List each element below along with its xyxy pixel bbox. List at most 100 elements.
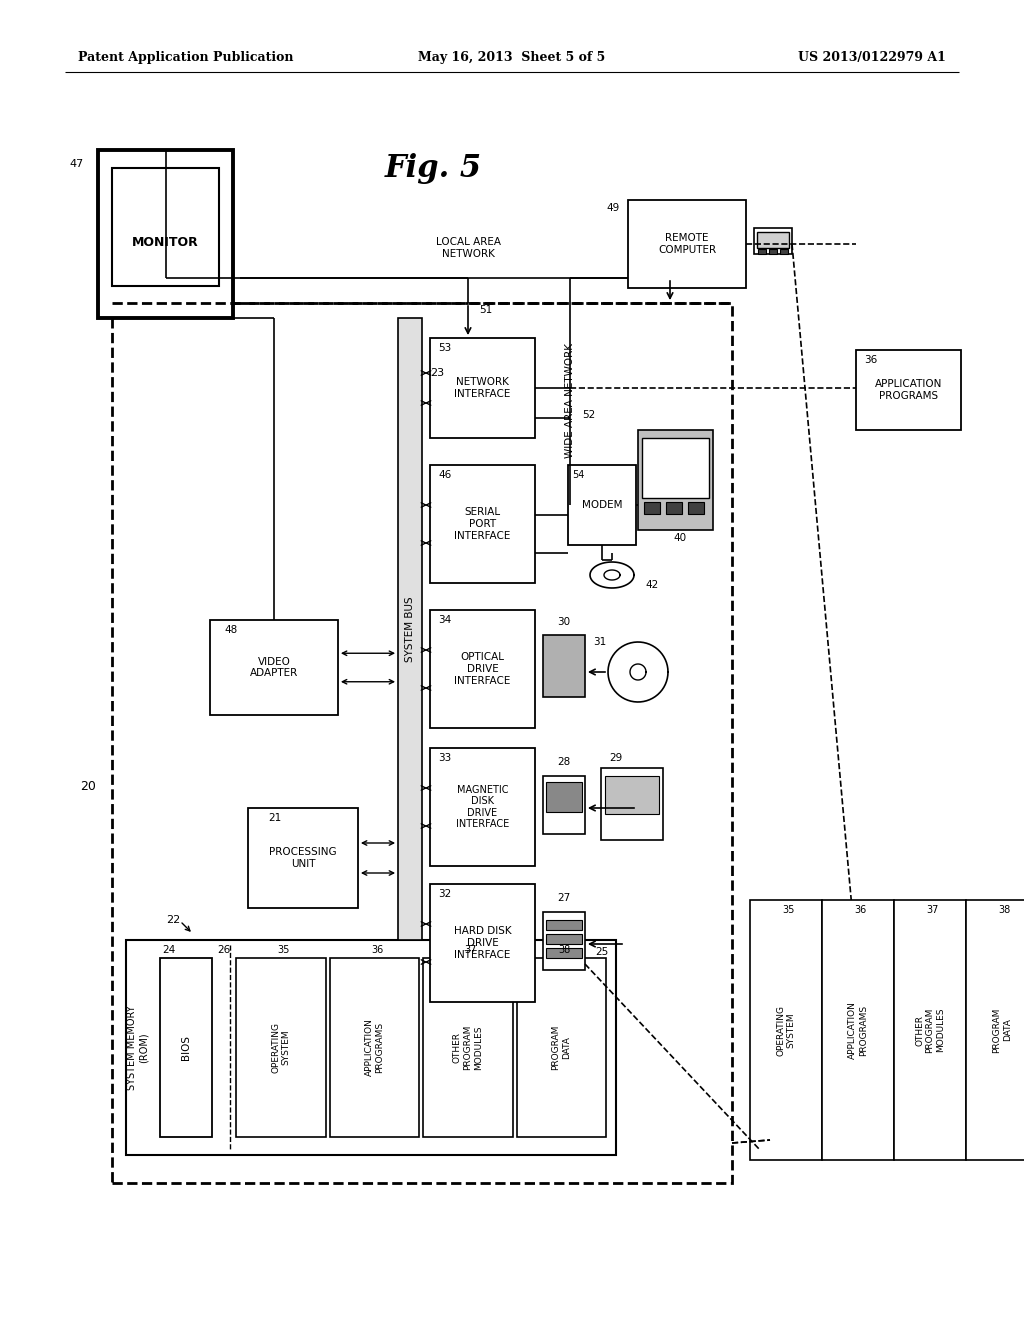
Text: 42: 42: [645, 579, 658, 590]
Text: 37: 37: [926, 906, 938, 915]
Text: 33: 33: [438, 752, 452, 763]
Text: 20: 20: [80, 780, 96, 793]
Text: 34: 34: [438, 615, 452, 624]
Bar: [568, 465, 636, 545]
Bar: [688, 502, 705, 513]
Text: OPERATING
SYSTEM: OPERATING SYSTEM: [776, 1005, 796, 1056]
Text: APPLICATION
PROGRAMS: APPLICATION PROGRAMS: [365, 1019, 384, 1076]
Bar: [160, 958, 212, 1137]
Bar: [423, 958, 512, 1137]
Bar: [248, 808, 358, 908]
Text: 25: 25: [595, 946, 608, 957]
Text: 47: 47: [70, 158, 84, 169]
Bar: [516, 958, 606, 1137]
Text: MAGNETIC
DISK
DRIVE
INTERFACE: MAGNETIC DISK DRIVE INTERFACE: [456, 784, 509, 829]
Text: WIDE AREA NETWORK: WIDE AREA NETWORK: [565, 342, 575, 458]
Bar: [758, 249, 766, 253]
Bar: [750, 900, 822, 1160]
Bar: [430, 610, 535, 729]
Bar: [546, 948, 582, 958]
Bar: [543, 776, 585, 834]
Text: 37: 37: [465, 945, 477, 954]
Bar: [126, 940, 616, 1155]
Bar: [769, 249, 777, 253]
Bar: [757, 232, 790, 248]
Bar: [780, 249, 788, 253]
Text: 35: 35: [782, 906, 795, 915]
Bar: [98, 150, 233, 318]
Text: PROGRAM
DATA: PROGRAM DATA: [992, 1007, 1012, 1052]
Text: APPLICATION
PROGRAMS: APPLICATION PROGRAMS: [848, 1001, 867, 1059]
Bar: [112, 168, 219, 286]
Bar: [430, 884, 535, 1002]
Text: OTHER
PROGRAM
MODULES: OTHER PROGRAM MODULES: [453, 1024, 482, 1071]
Text: 36: 36: [372, 945, 384, 954]
Text: 51: 51: [479, 305, 493, 315]
Bar: [543, 635, 585, 697]
Bar: [638, 430, 713, 531]
Text: 38: 38: [558, 945, 570, 954]
Bar: [966, 900, 1024, 1160]
Bar: [112, 304, 732, 1183]
Text: SERIAL
PORT
INTERFACE: SERIAL PORT INTERFACE: [455, 507, 511, 541]
Bar: [210, 620, 338, 715]
Bar: [236, 958, 326, 1137]
Bar: [398, 318, 422, 940]
Text: 40: 40: [674, 533, 687, 543]
Text: SYSTEM MEMORY
(ROM): SYSTEM MEMORY (ROM): [127, 1006, 148, 1090]
Text: 54: 54: [572, 470, 585, 480]
Text: US 2013/0122979 A1: US 2013/0122979 A1: [798, 51, 946, 65]
Bar: [330, 958, 419, 1137]
Bar: [642, 438, 709, 498]
Text: 23: 23: [430, 368, 444, 378]
Bar: [628, 201, 746, 288]
Bar: [754, 228, 792, 253]
Text: VIDEO
ADAPTER: VIDEO ADAPTER: [250, 657, 298, 678]
Bar: [856, 350, 961, 430]
Text: 24: 24: [162, 945, 175, 954]
Text: MONITOR: MONITOR: [132, 235, 199, 248]
Bar: [894, 900, 966, 1160]
Text: 52: 52: [582, 411, 595, 420]
Text: MODEM: MODEM: [582, 500, 623, 510]
Text: 48: 48: [224, 624, 238, 635]
Bar: [666, 502, 682, 513]
Text: 46: 46: [438, 470, 452, 480]
Text: 35: 35: [278, 945, 290, 954]
Text: 36: 36: [854, 906, 866, 915]
Text: NETWORK
INTERFACE: NETWORK INTERFACE: [455, 378, 511, 399]
Bar: [601, 768, 663, 840]
Text: 26: 26: [217, 945, 230, 954]
Text: 29: 29: [609, 752, 623, 763]
Text: PROCESSING
UNIT: PROCESSING UNIT: [269, 847, 337, 869]
Text: 28: 28: [557, 756, 570, 767]
Text: OPTICAL
DRIVE
INTERFACE: OPTICAL DRIVE INTERFACE: [455, 652, 511, 685]
Text: APPLICATION
PROGRAMS: APPLICATION PROGRAMS: [874, 379, 942, 401]
Text: 32: 32: [438, 888, 452, 899]
Text: 22: 22: [166, 915, 180, 925]
Text: 38: 38: [998, 906, 1011, 915]
Text: 30: 30: [557, 616, 570, 627]
Text: OTHER
PROGRAM
MODULES: OTHER PROGRAM MODULES: [915, 1007, 945, 1052]
Text: OPERATING
SYSTEM: OPERATING SYSTEM: [271, 1022, 291, 1073]
Text: 21: 21: [268, 813, 282, 822]
Bar: [546, 935, 582, 944]
Bar: [644, 502, 660, 513]
Bar: [546, 920, 582, 931]
Text: HARD DISK
DRIVE
INTERFACE: HARD DISK DRIVE INTERFACE: [454, 927, 511, 960]
Bar: [543, 912, 585, 970]
Text: 27: 27: [557, 894, 570, 903]
Bar: [546, 781, 582, 812]
Text: REMOTE
COMPUTER: REMOTE COMPUTER: [658, 234, 716, 255]
Text: BIOS: BIOS: [181, 1035, 191, 1060]
Text: PROGRAM
DATA: PROGRAM DATA: [552, 1024, 571, 1071]
Text: 49: 49: [607, 203, 620, 213]
Text: 53: 53: [438, 343, 452, 352]
Text: Patent Application Publication: Patent Application Publication: [78, 51, 294, 65]
Text: SYSTEM BUS: SYSTEM BUS: [406, 597, 415, 661]
Bar: [430, 338, 535, 438]
Bar: [430, 465, 535, 583]
Bar: [822, 900, 894, 1160]
Text: LOCAL AREA
NETWORK: LOCAL AREA NETWORK: [435, 238, 501, 259]
Text: Fig. 5: Fig. 5: [385, 153, 482, 183]
